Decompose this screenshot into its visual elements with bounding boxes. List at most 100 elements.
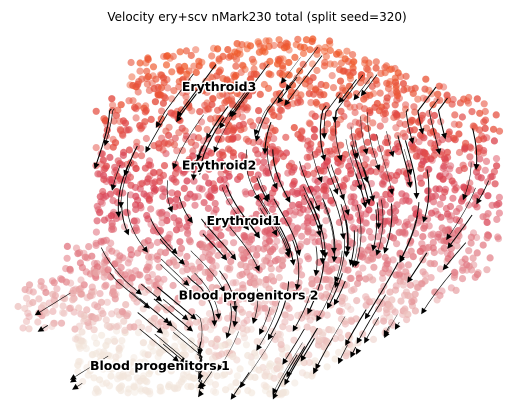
velocity-streamline	[448, 214, 473, 247]
cell-point	[326, 46, 334, 55]
cell-point	[450, 134, 458, 142]
velocity-arrowhead	[442, 263, 449, 271]
cell-point	[321, 126, 329, 135]
cell-point	[391, 286, 400, 294]
cell-point	[295, 76, 304, 85]
cell-point	[397, 297, 405, 305]
cell-point	[89, 350, 97, 359]
cell-point	[97, 237, 105, 245]
cell-point	[355, 119, 363, 127]
cell-point	[350, 193, 358, 201]
velocity-streamline	[219, 270, 236, 310]
cell-point	[103, 322, 111, 330]
cell-point	[125, 126, 133, 134]
cell-point	[190, 133, 198, 141]
cell-point	[236, 365, 244, 373]
cell-point	[171, 134, 179, 142]
cell-point	[349, 239, 357, 247]
cell-point	[486, 254, 494, 262]
cell-point	[488, 172, 496, 180]
cell-point	[483, 218, 491, 226]
velocity-streamline	[198, 341, 203, 388]
velocity-arrowhead	[337, 357, 344, 365]
velocity-arrowhead	[190, 174, 197, 181]
cell-point	[214, 251, 222, 260]
cell-point	[369, 119, 377, 127]
cell-point	[171, 203, 179, 211]
cell-point	[196, 263, 204, 271]
cell-point	[191, 362, 199, 370]
cell-point	[439, 194, 447, 202]
cell-point	[233, 372, 241, 380]
velocity-streamline	[230, 63, 269, 115]
cell-point	[175, 63, 183, 71]
cell-point	[92, 228, 100, 236]
cell-point	[223, 116, 231, 124]
cell-point	[490, 137, 498, 145]
cell-point	[467, 239, 475, 247]
cell-point	[343, 100, 351, 108]
cell-point	[165, 259, 173, 267]
cell-point	[266, 360, 274, 368]
cell-point	[167, 109, 175, 117]
cell-point	[294, 311, 302, 319]
cell-point	[336, 66, 344, 74]
cell-point	[187, 51, 195, 60]
cell-point	[416, 247, 424, 255]
cell-point	[59, 302, 67, 310]
cell-point	[90, 326, 98, 334]
cell-point	[441, 188, 449, 196]
cell-point	[247, 70, 255, 79]
cell-point	[207, 193, 215, 201]
velocity-arrowhead	[364, 336, 370, 344]
velocity-streamline	[340, 204, 348, 255]
cell-point	[136, 122, 144, 130]
cell-point	[427, 139, 435, 147]
cell-point	[247, 189, 255, 197]
cell-point	[76, 344, 84, 352]
cell-point	[117, 263, 125, 272]
velocity-arrowhead	[375, 223, 382, 230]
cell-point	[292, 41, 300, 49]
cell-point	[494, 235, 503, 243]
velocity-streamline	[199, 117, 225, 173]
cell-point	[195, 184, 203, 192]
velocity-streamline	[355, 76, 372, 99]
velocity-arrowhead	[271, 229, 278, 237]
cell-point	[307, 99, 315, 107]
cell-point	[405, 160, 413, 168]
cell-point	[295, 257, 304, 265]
velocity-arrowhead	[220, 254, 228, 261]
cell-point	[337, 141, 345, 149]
cell-point	[362, 219, 370, 227]
cell-point	[447, 251, 455, 259]
cell-point	[396, 119, 404, 128]
cell-point	[469, 254, 477, 262]
cell-point	[422, 244, 430, 252]
cell-point	[441, 155, 449, 163]
cell-point	[104, 337, 112, 345]
cell-point	[372, 168, 380, 176]
cell-point	[480, 100, 488, 108]
cell-point	[139, 122, 147, 130]
cell-point	[215, 55, 223, 63]
velocity-arrowhead	[166, 320, 173, 327]
cell-point	[308, 280, 316, 288]
cell-point	[185, 158, 193, 166]
velocity-streamline	[241, 332, 277, 386]
velocity-streamline	[340, 345, 348, 359]
cell-point	[385, 80, 393, 88]
velocity-arrowhead	[230, 393, 237, 400]
cell-point	[411, 290, 419, 298]
cell-point	[318, 202, 326, 210]
cell-point	[326, 147, 334, 155]
cell-point	[349, 68, 357, 76]
cell-point	[335, 48, 343, 57]
velocity-arrowhead	[356, 184, 363, 191]
velocity-streamline	[233, 372, 250, 395]
cell-point	[205, 147, 213, 156]
cell-point	[206, 229, 214, 237]
cell-point	[471, 124, 479, 132]
cell-point	[289, 201, 297, 209]
velocity-streamline	[365, 317, 380, 341]
